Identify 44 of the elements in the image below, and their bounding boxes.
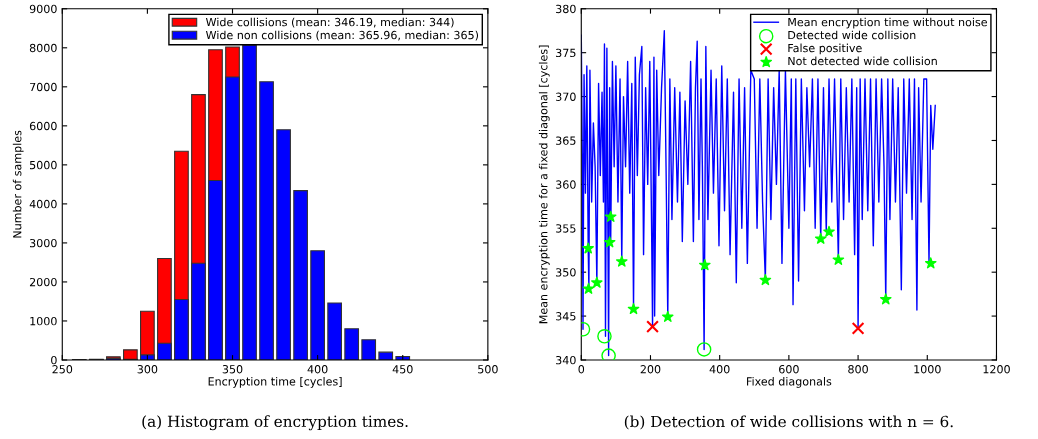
x-tick-label: 350 (222, 365, 243, 374)
y-tick-label: 370 (556, 92, 576, 101)
legend-label: Wide non collisions (mean: 365.96, median: 365) (205, 30, 479, 41)
y-tick-label: 355 (556, 224, 576, 233)
y-tick-label: 380 (556, 4, 576, 14)
y-tick-label: 350 (556, 268, 576, 277)
y-tick-label: 2000 (29, 277, 57, 287)
y-tick-label: 6000 (29, 121, 57, 131)
text: (a) Histogram of encryption times. (142, 415, 408, 431)
legend-label: Detected wide collision (788, 30, 916, 40)
y-tick-label: 1000 (30, 316, 57, 326)
y-axis-title: Number of samples (12, 130, 24, 238)
x-tick-label: 0 (578, 365, 585, 374)
y-tick-label: 0 (51, 355, 57, 365)
y-tick-label: 8000 (29, 43, 57, 53)
y-axis-title: Mean encryption time for a fixed diagonal [cycles] (538, 45, 550, 324)
x-tick-label: 300 (137, 365, 158, 374)
legend-label: False positive (788, 43, 862, 55)
y-tick-label: 3000 (29, 238, 57, 248)
x-tick-label: 450 (392, 365, 413, 374)
y-tick-label: 5000 (30, 160, 57, 170)
x-tick-label: 500 (478, 365, 498, 374)
x-tick-label: 250 (52, 365, 73, 374)
x-tick-label: 800 (848, 365, 868, 374)
x-tick-label: 400 (709, 365, 730, 374)
y-tick-label: 360 (556, 180, 576, 189)
x-tick-label: 600 (779, 365, 799, 374)
x-tick-label: 200 (640, 365, 661, 374)
legend-label: Wide collisions (mean: 346.19, median: 344) (205, 17, 454, 28)
y-tick-label: 9000 (29, 4, 57, 14)
x-axis-title: Fixed diagonals (747, 376, 832, 388)
legend-label: Not detected wide collision (788, 56, 937, 66)
y-tick-label: 7000 (30, 82, 57, 92)
y-tick-label: 4000 (29, 199, 57, 209)
y-tick-label: 345 (556, 312, 576, 321)
y-tick-label: 340 (556, 355, 576, 365)
y-tick-label: 365 (556, 136, 576, 145)
y-tick-label: 375 (556, 48, 576, 58)
x-tick-label: 1200 (983, 365, 1010, 374)
x-axis-title: Encryption time [cycles] (208, 376, 342, 388)
x-tick-label: 1000 (914, 365, 941, 374)
x-tick-label: 400 (307, 365, 328, 374)
text: (b) Detection of wide collisions with n = 6. (624, 415, 953, 430)
legend-label: Mean encryption time without noise (788, 17, 987, 29)
